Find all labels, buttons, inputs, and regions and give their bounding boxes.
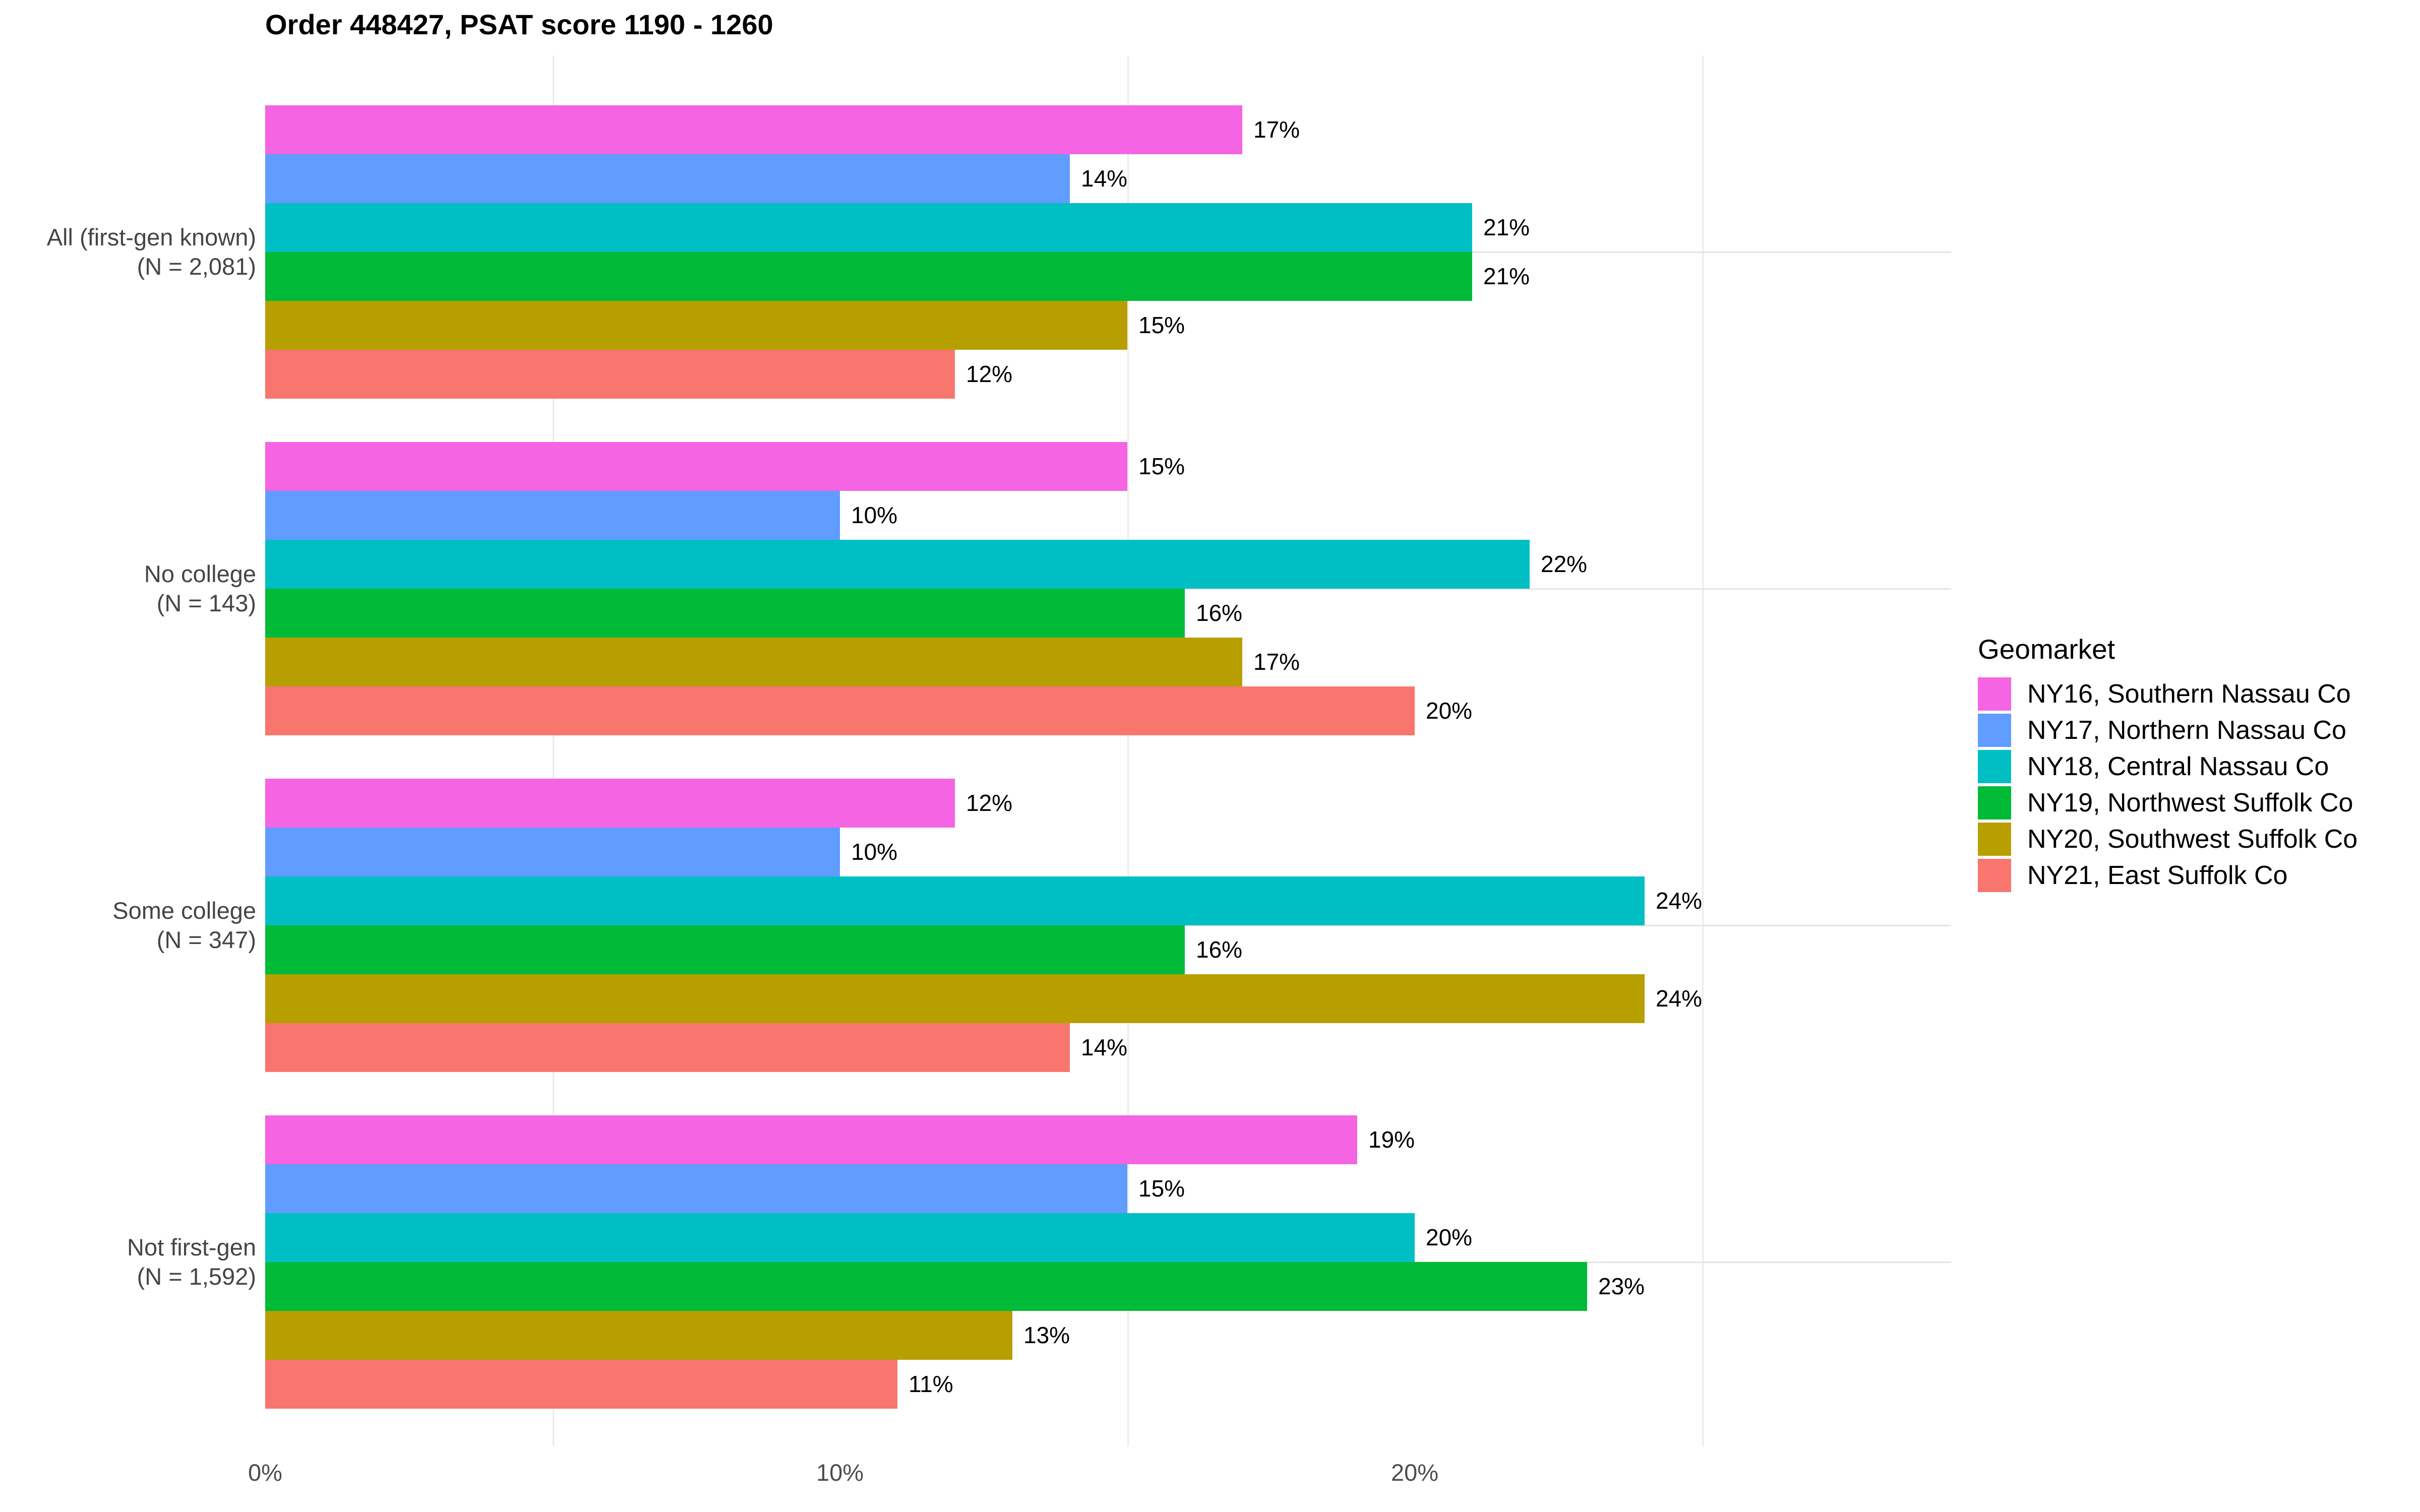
y-axis-label-line2: (N = 347) <box>156 926 256 953</box>
x-tick-label: 10% <box>816 1459 864 1486</box>
bar-value-label: 21% <box>1483 263 1530 289</box>
bar-value-label: 15% <box>1138 312 1185 338</box>
y-axis-label-line2: (N = 2,081) <box>137 253 256 280</box>
bar-value-label: 10% <box>851 839 898 865</box>
bar <box>265 974 1645 1023</box>
legend-item: NY18, Central Nassau Co <box>1978 748 2357 785</box>
legend-item-label: NY19, Northwest Suffolk Co <box>2027 788 2353 817</box>
legend-item: NY20, Southwest Suffolk Co <box>1978 821 2357 857</box>
bar <box>265 828 840 876</box>
bar <box>265 686 1415 735</box>
gridline-minor-x <box>1127 55 1129 1446</box>
bar-value-label: 13% <box>1023 1322 1070 1348</box>
bar <box>265 638 1242 686</box>
x-tick-label: 20% <box>1390 1459 1439 1486</box>
legend: Geomarket NY16, Southern Nassau Co NY17, … <box>1978 633 2357 894</box>
bar-value-label: 16% <box>1196 936 1243 963</box>
legend-key <box>1978 786 2011 820</box>
bar <box>265 350 955 399</box>
bar <box>265 1360 897 1409</box>
y-axis-label-line1: Not first-gen <box>127 1234 256 1261</box>
y-axis-label-line1: All (first-gen known) <box>46 224 256 250</box>
bar-value-label: 14% <box>1081 165 1128 192</box>
bar-value-label: 10% <box>851 502 898 528</box>
bar-value-label: 17% <box>1253 116 1300 143</box>
bar <box>265 1213 1415 1262</box>
bar-value-label: 16% <box>1196 600 1243 626</box>
legend-item-label: NY20, Southwest Suffolk Co <box>2027 825 2358 854</box>
bar <box>265 203 1472 252</box>
bar-value-label: 14% <box>1081 1034 1128 1060</box>
bar-value-label: 24% <box>1656 888 1703 914</box>
y-axis-label-line1: Some college <box>112 897 256 924</box>
y-axis-label: Not first-gen (N = 1,592) <box>4 1233 256 1291</box>
legend-item: NY16, Southern Nassau Co <box>1978 676 2357 712</box>
y-axis-label: Some college (N = 347) <box>4 896 256 955</box>
legend-item-label: NY21, East Suffolk Co <box>2027 861 2288 890</box>
legend-item: NY21, East Suffolk Co <box>1978 857 2357 894</box>
bar <box>265 105 1242 154</box>
legend-title: Geomarket <box>1978 634 2115 665</box>
bar-value-label: 21% <box>1483 214 1530 240</box>
legend-items: NY16, Southern Nassau Co NY17, Northern N… <box>1978 676 2357 894</box>
bar <box>265 1023 1070 1072</box>
legend-item-label: NY16, Southern Nassau Co <box>2027 679 2351 709</box>
bar-value-label: 20% <box>1426 1224 1473 1250</box>
x-tick-label: 0% <box>248 1459 282 1486</box>
legend-item-label: NY18, Central Nassau Co <box>2027 752 2329 781</box>
bar <box>265 442 1127 491</box>
legend-key <box>1978 714 2011 747</box>
bar-value-label: 22% <box>1541 551 1588 577</box>
bar <box>265 589 1185 638</box>
bar-value-label: 15% <box>1138 453 1185 479</box>
bar <box>265 491 840 540</box>
bar <box>265 540 1530 589</box>
legend-key <box>1978 859 2011 892</box>
legend-key <box>1978 823 2011 856</box>
bar <box>265 1115 1357 1164</box>
legend-key <box>1978 677 2011 711</box>
bar-value-label: 15% <box>1138 1175 1185 1202</box>
bar <box>265 925 1185 974</box>
bar <box>265 1164 1127 1213</box>
bar <box>265 1262 1587 1311</box>
bar-value-label: 19% <box>1368 1126 1415 1153</box>
bar <box>265 301 1127 350</box>
y-axis-label: All (first-gen known) (N = 2,081) <box>4 223 256 281</box>
bar-value-label: 12% <box>966 361 1013 387</box>
bar <box>265 876 1645 925</box>
bar-value-label: 17% <box>1253 649 1300 675</box>
bar <box>265 1311 1012 1360</box>
bar <box>265 154 1070 203</box>
bar <box>265 779 955 828</box>
legend-item: NY19, Northwest Suffolk Co <box>1978 785 2357 821</box>
bar-value-label: 11% <box>909 1371 953 1397</box>
bar-value-label: 20% <box>1426 698 1473 724</box>
bar-value-label: 24% <box>1656 985 1703 1012</box>
legend-item: NY17, Northern Nassau Co <box>1978 712 2357 748</box>
legend-item-label: NY17, Northern Nassau Co <box>2027 716 2346 745</box>
bar <box>265 252 1472 301</box>
legend-key <box>1978 750 2011 783</box>
y-axis-label: No college (N = 143) <box>4 559 256 618</box>
gridline-minor-x <box>553 55 554 1446</box>
y-axis-label-line2: (N = 1,592) <box>137 1263 256 1290</box>
bar-value-label: 12% <box>966 790 1013 816</box>
y-axis-label-line2: (N = 143) <box>156 590 256 616</box>
y-axis-label-line1: No college <box>144 560 256 587</box>
chart-title: Order 448427, PSAT score 1190 - 1260 <box>265 9 773 40</box>
bar-value-label: 23% <box>1598 1273 1645 1299</box>
gridline-minor-x <box>1702 55 1704 1446</box>
